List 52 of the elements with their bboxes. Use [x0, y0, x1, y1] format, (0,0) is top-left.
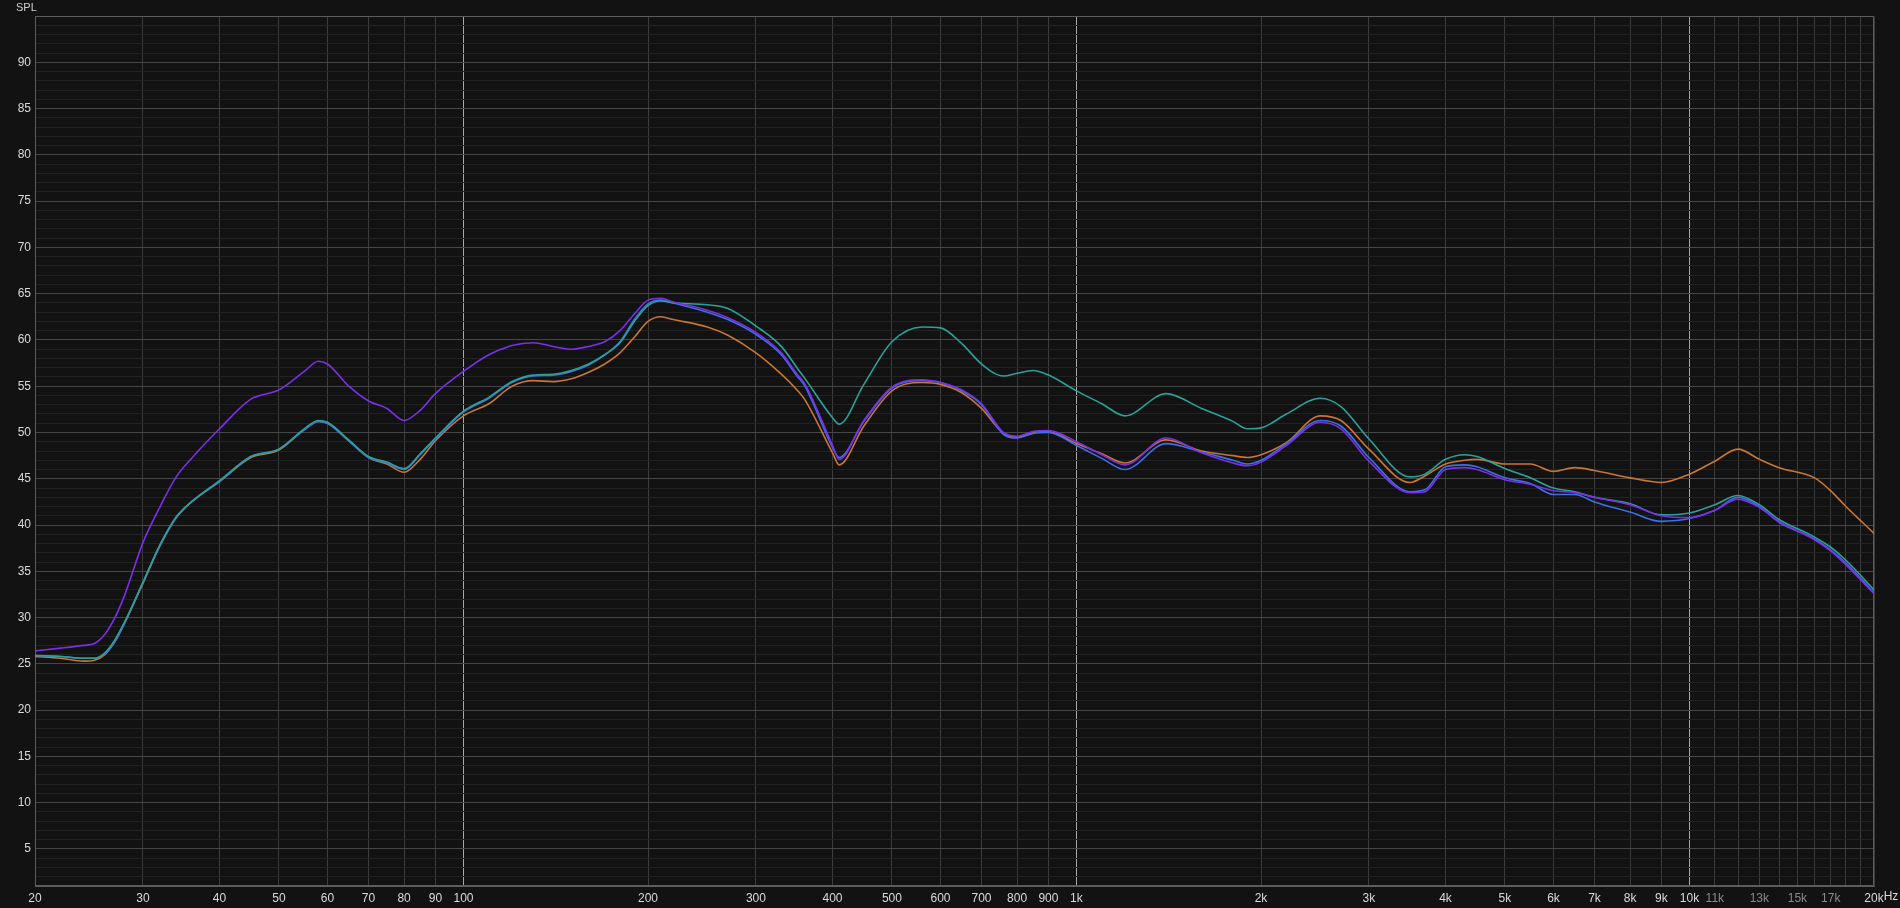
- y-tick-label: 15: [17, 748, 32, 763]
- x-tick-label: 5k: [1498, 890, 1513, 905]
- x-tick-label: 300: [745, 890, 767, 905]
- y-tick-label: 10: [17, 795, 32, 810]
- y-tick-label: 30: [17, 609, 32, 624]
- x-tick-label: 60: [320, 890, 335, 905]
- x-tick-label: 70: [361, 890, 376, 905]
- y-tick-label: 5: [24, 841, 32, 856]
- x-tick-label: 11k: [1705, 890, 1726, 905]
- x-tick-label: 500: [881, 890, 903, 905]
- y-tick-label: 70: [17, 239, 32, 254]
- y-tick-label: 40: [17, 517, 32, 532]
- x-tick-label: 2k: [1254, 890, 1269, 905]
- x-tick-label: 9k: [1655, 890, 1669, 905]
- x-tick-label: 80: [397, 890, 412, 905]
- x-axis-title: Hz: [1883, 889, 1899, 904]
- y-axis-title: SPL: [16, 1, 37, 14]
- x-tick-label: 3k: [1362, 890, 1377, 905]
- x-tick-label: 700: [971, 890, 992, 905]
- x-tick-label: 800: [1007, 890, 1028, 905]
- y-tick-label: 25: [17, 656, 32, 671]
- x-tick-label: 20k: [1864, 890, 1885, 905]
- x-tick-label: 1k: [1070, 890, 1084, 905]
- y-tick-label: 20: [17, 702, 32, 717]
- x-tick-label: 90: [428, 890, 443, 905]
- y-tick-label: 60: [17, 332, 32, 347]
- x-tick-label: 15k: [1787, 890, 1809, 905]
- x-tick-label: 17k: [1821, 890, 1842, 905]
- y-tick-label: 65: [17, 285, 32, 300]
- x-tick-label: 100: [453, 890, 474, 905]
- x-tick-label: 900: [1038, 890, 1059, 905]
- x-tick-label: 600: [930, 890, 951, 905]
- y-tick-label: 55: [17, 378, 32, 393]
- y-tick-label: 50: [17, 424, 32, 439]
- x-tick-label: 10k: [1679, 890, 1701, 905]
- x-tick-label: 7k: [1588, 890, 1602, 905]
- x-tick-label: 50: [272, 890, 286, 905]
- x-tick-label: 40: [212, 890, 227, 905]
- x-tick-label: 400: [822, 890, 843, 905]
- y-tick-label: 75: [17, 193, 32, 208]
- x-tick-label: 30: [136, 890, 150, 905]
- x-tick-label: 6k: [1547, 890, 1561, 905]
- x-tick-label: 8k: [1623, 890, 1638, 905]
- x-tick-label: 13k: [1749, 890, 1770, 905]
- y-tick-label: 85: [17, 100, 32, 115]
- y-tick-label: 80: [17, 147, 32, 162]
- y-tick-label: 45: [17, 471, 32, 486]
- y-tick-label: 35: [17, 563, 32, 578]
- y-tick-label: 90: [17, 54, 32, 69]
- x-tick-label: 20: [28, 890, 42, 905]
- x-tick-label: 4k: [1439, 890, 1453, 905]
- x-tick-label: 200: [637, 890, 659, 905]
